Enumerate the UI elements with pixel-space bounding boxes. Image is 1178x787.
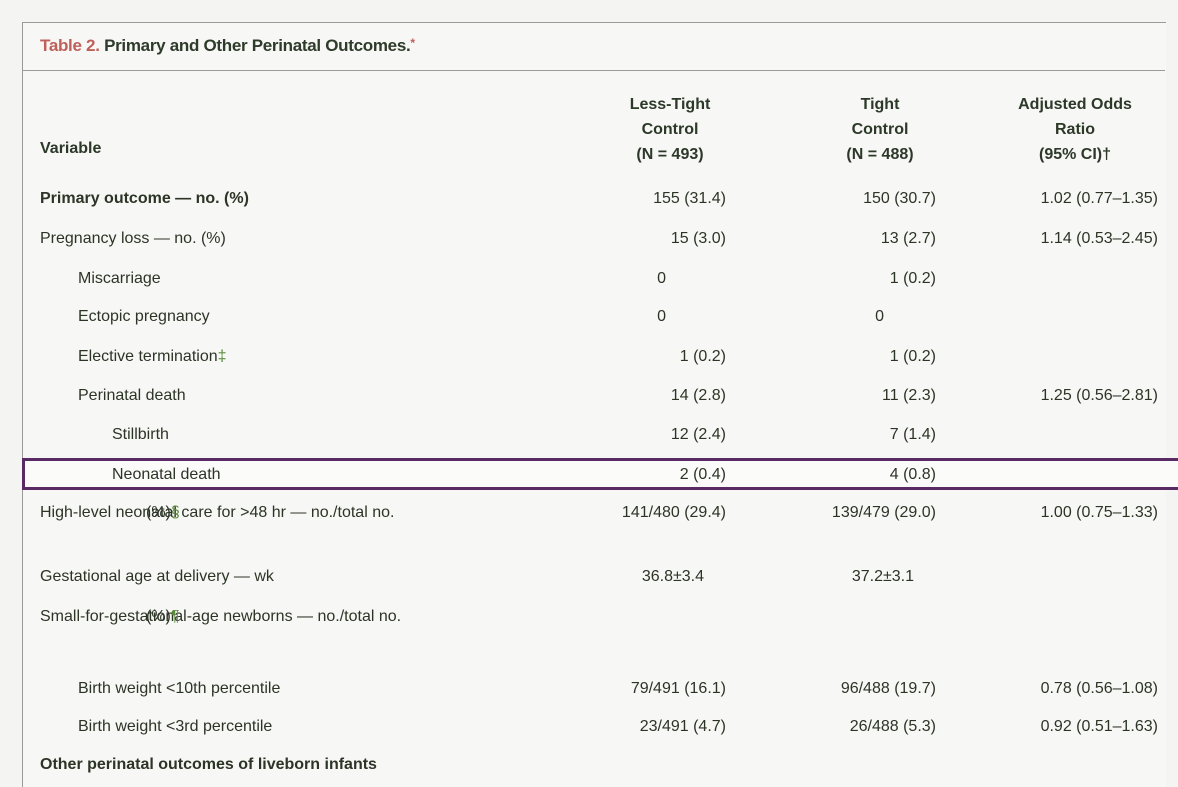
- table-row: Birth weight <3rd percentile 23/491 (4.7…: [0, 712, 1178, 744]
- header-line: Ratio: [1055, 121, 1095, 138]
- table-row: High-level neonatal care for >48 hr — no…: [0, 498, 1178, 548]
- cell-tight: 96/488 (19.7): [840, 680, 936, 697]
- title-footnote-mark: *: [410, 36, 415, 50]
- column-header-less-tight: Less-Tight Control (N = 493): [600, 92, 740, 167]
- cell-less-tight: 79/491 (16.1): [630, 680, 726, 697]
- table-title-text: Primary and Other Perinatal Outcomes.: [104, 36, 411, 55]
- row-label-cont-text: (%): [146, 608, 171, 625]
- header-line: Tight: [860, 96, 900, 113]
- cell-less-tight: 1 (0.2): [679, 348, 726, 365]
- cell-tight: 7 (1.4): [889, 426, 936, 443]
- cell-less-tight: 36.8±3.4: [641, 568, 704, 585]
- row-label: Elective termination‡: [78, 348, 227, 366]
- cell-tight: 0: [875, 308, 884, 325]
- header-line: (N = 493): [636, 146, 704, 163]
- footnote-mark: ¶: [170, 608, 180, 625]
- cell-aor: 0.78 (0.56–1.08): [1040, 680, 1158, 697]
- table-row: Stillbirth 12 (2.4) 7 (1.4): [0, 420, 1178, 452]
- table-row: Ectopic pregnancy 0 0: [0, 302, 1178, 334]
- cell-less-tight: 155 (31.4): [653, 190, 726, 207]
- table-row: Elective termination‡ 1 (0.2) 1 (0.2): [0, 342, 1178, 374]
- column-header-tight: Tight Control (N = 488): [810, 92, 950, 167]
- header-line: Control: [641, 121, 699, 138]
- row-label-continuation: (%)§: [146, 504, 180, 522]
- table-row: Pregnancy loss — no. (%) 15 (3.0) 13 (2.…: [0, 224, 1178, 256]
- cell-less-tight: 0: [657, 270, 666, 287]
- row-label: Neonatal death: [112, 466, 221, 483]
- footnote-mark: ‡: [217, 348, 227, 365]
- row-label: Miscarriage: [78, 270, 161, 287]
- table-row: Miscarriage 0 1 (0.2): [0, 264, 1178, 296]
- cell-tight: 13 (2.7): [880, 230, 936, 247]
- row-label: Birth weight <10th percentile: [78, 680, 281, 697]
- table-row-highlighted: Neonatal death 2 (0.4) 4 (0.8): [0, 460, 1178, 492]
- cell-aor: 1.14 (0.53–2.45): [1040, 230, 1158, 247]
- cell-less-tight: 0: [657, 308, 666, 325]
- header-line: (95% CI)†: [1038, 146, 1112, 163]
- table-frame: [22, 22, 1166, 787]
- cell-less-tight: 12 (2.4): [670, 426, 726, 443]
- table-row: Small-for-gestational-age newborns — no.…: [0, 602, 1178, 652]
- cell-tight: 1 (0.2): [889, 270, 936, 287]
- cell-aor: 1.02 (0.77–1.35): [1040, 190, 1158, 207]
- row-label-continuation: (%)¶: [146, 608, 179, 626]
- cell-less-tight: 141/480 (29.4): [621, 504, 726, 521]
- column-header-adjusted-odds-ratio: Adjusted Odds Ratio (95% CI)†: [990, 92, 1160, 167]
- row-label: Primary outcome — no. (%): [40, 190, 249, 207]
- row-label: Pregnancy loss — no. (%): [40, 230, 226, 247]
- table-row: Primary outcome — no. (%) 155 (31.4) 150…: [0, 184, 1178, 216]
- highlight-box: [22, 458, 1178, 490]
- row-label: High-level neonatal care for >48 hr — no…: [40, 504, 395, 521]
- header-line: Less-Tight: [629, 96, 711, 113]
- cell-tight: 150 (30.7): [863, 190, 936, 207]
- cell-less-tight: 23/491 (4.7): [639, 718, 726, 735]
- row-label-cont-text: (%): [146, 504, 171, 521]
- row-label: Stillbirth: [112, 426, 169, 443]
- cell-tight: 37.2±3.1: [851, 568, 914, 585]
- header-line: (N = 488): [846, 146, 914, 163]
- column-header-variable: Variable: [40, 140, 102, 157]
- table-number: Table 2.: [40, 36, 100, 55]
- table-row: Perinatal death 14 (2.8) 11 (2.3) 1.25 (…: [0, 381, 1178, 413]
- table-row: Birth weight <10th percentile 79/491 (16…: [0, 674, 1178, 706]
- row-label: Other perinatal outcomes of liveborn inf…: [40, 756, 377, 773]
- row-label: Birth weight <3rd percentile: [78, 718, 273, 735]
- row-label: Small-for-gestational-age newborns — no.…: [40, 608, 402, 625]
- cell-tight: 4 (0.8): [889, 466, 936, 483]
- cell-less-tight: 15 (3.0): [670, 230, 726, 247]
- table-row: Other perinatal outcomes of liveborn inf…: [0, 750, 1178, 782]
- table-row: Gestational age at delivery — wk 36.8±3.…: [0, 562, 1178, 594]
- cell-less-tight: 14 (2.8): [670, 387, 726, 404]
- cell-aor: 1.00 (0.75–1.33): [1040, 504, 1158, 521]
- row-label: Gestational age at delivery — wk: [40, 568, 274, 585]
- cell-tight: 11 (2.3): [882, 387, 936, 404]
- cell-aor: 1.25 (0.56–2.81): [1040, 387, 1158, 404]
- row-label-text: Elective termination: [78, 348, 218, 365]
- cell-aor: 0.92 (0.51–1.63): [1040, 718, 1158, 735]
- cell-tight: 139/479 (29.0): [831, 504, 936, 521]
- table-title-bar: Table 2. Primary and Other Perinatal Out…: [22, 22, 1165, 71]
- row-label: Perinatal death: [78, 387, 186, 404]
- header-line: Control: [851, 121, 909, 138]
- cell-tight: 1 (0.2): [889, 348, 936, 365]
- row-label: Ectopic pregnancy: [78, 308, 210, 325]
- table-title: Table 2. Primary and Other Perinatal Out…: [40, 36, 415, 56]
- footnote-mark: §: [170, 504, 180, 521]
- cell-tight: 26/488 (5.3): [849, 718, 936, 735]
- header-line: Adjusted Odds: [1018, 96, 1132, 113]
- cell-less-tight: 2 (0.4): [679, 466, 726, 483]
